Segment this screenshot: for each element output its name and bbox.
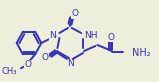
Text: CH₃: CH₃	[2, 67, 17, 76]
Text: NH₂: NH₂	[132, 48, 151, 58]
Text: NH: NH	[84, 31, 97, 40]
Text: N: N	[67, 60, 74, 68]
Text: O: O	[107, 32, 114, 41]
Text: O: O	[42, 53, 49, 62]
Text: O: O	[24, 60, 31, 69]
Text: N: N	[49, 31, 56, 41]
Text: O: O	[71, 10, 78, 19]
